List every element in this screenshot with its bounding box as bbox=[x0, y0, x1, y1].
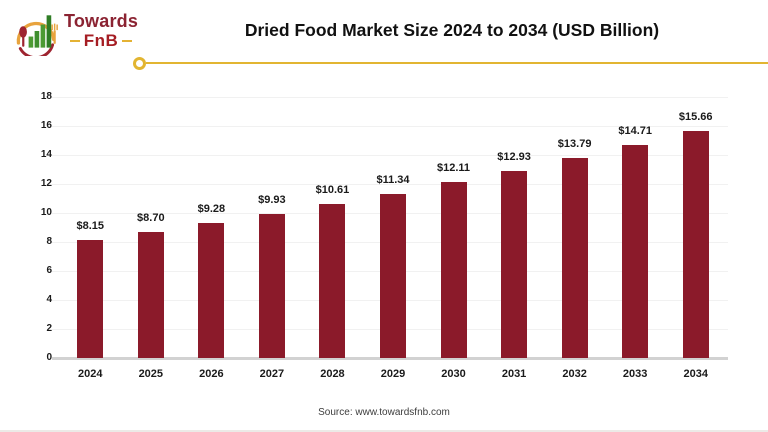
bar-value-label: $9.28 bbox=[197, 203, 226, 216]
logo-icon bbox=[16, 15, 58, 56]
bar bbox=[258, 214, 285, 358]
bar bbox=[622, 144, 649, 358]
bar-value-label: $15.66 bbox=[678, 110, 713, 123]
bar-value-label: $8.15 bbox=[76, 219, 105, 232]
logo: Towards FnB bbox=[12, 6, 138, 56]
x-tick-label: 2028 bbox=[320, 368, 345, 380]
bar-value-label: $13.79 bbox=[557, 138, 592, 151]
y-tick-label: 14 bbox=[40, 149, 52, 160]
y-tick-label: 16 bbox=[40, 120, 52, 131]
y-tick-label: 0 bbox=[46, 352, 52, 363]
y-tick-label: 10 bbox=[40, 207, 52, 218]
source-text: Source: www.towardsfnb.com bbox=[318, 407, 450, 418]
chart-title: Dried Food Market Size 2024 to 2034 (USD… bbox=[244, 20, 660, 40]
bar-value-label: $14.71 bbox=[618, 124, 652, 137]
bar bbox=[682, 130, 709, 358]
divider-line bbox=[133, 57, 768, 70]
x-tick-label: 2029 bbox=[380, 368, 406, 380]
divider-ring-icon bbox=[133, 57, 146, 70]
x-axis-line bbox=[52, 356, 728, 360]
y-tick-label: 4 bbox=[46, 294, 52, 305]
gridline bbox=[52, 183, 728, 185]
bar-value-label: $10.61 bbox=[315, 184, 350, 197]
x-tick-label: 2031 bbox=[501, 368, 527, 380]
x-tick-label: 2034 bbox=[683, 368, 708, 380]
bar bbox=[319, 204, 346, 358]
x-tick-label: 2025 bbox=[138, 368, 164, 380]
gridline bbox=[52, 154, 728, 156]
bar bbox=[77, 239, 104, 358]
x-tick-label: 2030 bbox=[441, 368, 466, 380]
bar-value-label: $9.93 bbox=[258, 194, 286, 206]
bar bbox=[561, 158, 588, 358]
bar-value-label: $12.11 bbox=[437, 162, 471, 175]
x-tick-label: 2024 bbox=[78, 368, 103, 380]
x-tick-label: 2033 bbox=[622, 368, 648, 380]
x-tick-label: 2032 bbox=[562, 368, 587, 380]
y-tick-label: 8 bbox=[46, 236, 52, 247]
y-tick-label: 2 bbox=[46, 323, 52, 334]
logo-title: Towards bbox=[64, 11, 139, 32]
y-tick-label: 18 bbox=[40, 91, 52, 102]
logo-subtitle-row: FnB bbox=[69, 31, 133, 51]
bar bbox=[501, 170, 528, 358]
dash-icon bbox=[69, 39, 80, 42]
y-tick-label: 12 bbox=[40, 178, 52, 189]
logo-subtitle: FnB bbox=[83, 31, 119, 51]
x-tick-label: 2027 bbox=[259, 368, 285, 380]
dash-icon bbox=[122, 39, 133, 42]
bar-chart-plot-area: 0 2 4 6 8 10 12 14 16 18 $8.15 2024 $8.70 2025 $9.28 20… bbox=[41, 91, 728, 380]
gridline bbox=[52, 96, 728, 98]
bar-value-label: $8.70 bbox=[137, 211, 165, 224]
bar-value-label: $11.34 bbox=[376, 173, 410, 186]
logo-text: Towards FnB bbox=[64, 12, 138, 50]
y-tick-label: 6 bbox=[46, 265, 52, 276]
bar bbox=[198, 223, 225, 358]
x-tick-label: 2026 bbox=[199, 368, 224, 380]
bar bbox=[137, 231, 164, 358]
bar bbox=[440, 182, 467, 358]
gridline bbox=[52, 125, 728, 127]
bar-value-label: $12.93 bbox=[497, 150, 531, 163]
bar bbox=[380, 193, 406, 358]
